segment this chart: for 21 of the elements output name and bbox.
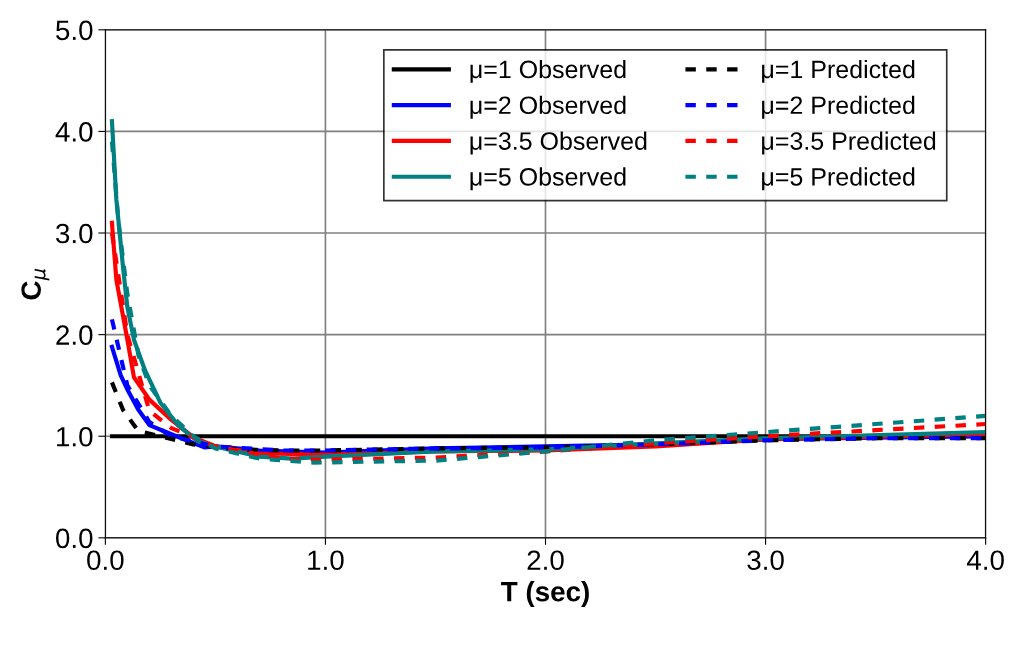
y-tick-label: 0.0 bbox=[56, 528, 93, 549]
x-tick-label: 3.0 bbox=[747, 550, 784, 571]
legend-label: μ=1 Predicted bbox=[762, 59, 915, 83]
y-tick-label: 1.0 bbox=[57, 426, 93, 447]
x-tick-label: 1.0 bbox=[308, 550, 344, 571]
y-tick-label: 3.0 bbox=[55, 223, 93, 244]
legend-label: μ=3.5 Observed bbox=[470, 131, 647, 155]
y-tick-label: 4.0 bbox=[55, 122, 93, 142]
legend-label: μ=5 Predicted bbox=[762, 167, 915, 191]
legend-label: μ=2 Predicted bbox=[762, 95, 915, 119]
x-tick-label: 0.0 bbox=[87, 550, 124, 571]
legend-label: μ=5 Observed bbox=[470, 167, 626, 191]
legend-label: μ=3.5 Predicted bbox=[762, 131, 936, 155]
legend-label: μ=2 Observed bbox=[470, 95, 626, 119]
legend-label: μ=1 Observed bbox=[470, 59, 626, 83]
y-axis-title: C$_{μ}$ bbox=[21, 268, 50, 300]
x-tick-label: 4.0 bbox=[966, 550, 1004, 571]
y-tick-label: 5.0 bbox=[56, 20, 93, 41]
x-axis-title: T (sec) bbox=[501, 581, 589, 607]
y-tick-label: 2.0 bbox=[56, 325, 93, 345]
x-tick-label: 2.0 bbox=[527, 550, 564, 571]
